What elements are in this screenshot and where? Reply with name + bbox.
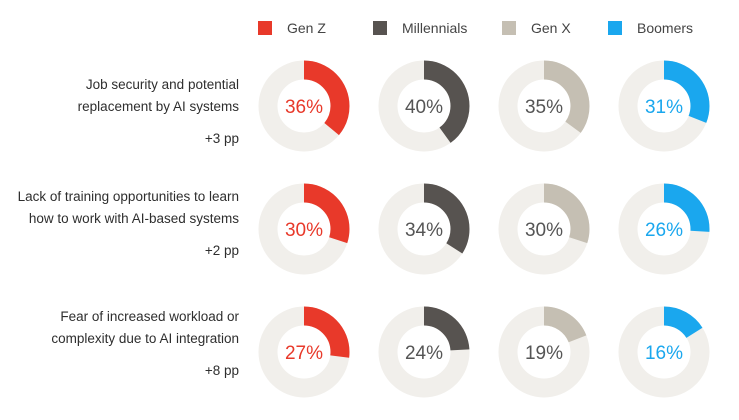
- row-pp-change: +8 pp: [204, 363, 239, 378]
- row-label-job-security: Job security and potential replacement b…: [0, 74, 239, 150]
- row-label-line1: Fear of increased workload or: [60, 309, 239, 324]
- donut-value-label: 19%: [525, 343, 563, 364]
- row-label-line2: complexity due to AI integration: [51, 331, 239, 346]
- donut-value-label: 26%: [645, 220, 683, 241]
- row-label-increased-workload: Fear of increased workload or complexity…: [0, 306, 239, 382]
- row-pp-change: +3 pp: [204, 131, 239, 146]
- donut-segment-gen-z: [258, 183, 350, 275]
- donut-segment-gen-z: [258, 60, 350, 152]
- donut-segment-millennials: [378, 60, 470, 152]
- legend-label-millennials: Millennials: [402, 20, 468, 36]
- donut-lack-of-training-boomers: 26%: [618, 183, 710, 275]
- donut-job-security-gen-x: 35%: [498, 60, 590, 152]
- donut-value-label: 30%: [525, 220, 563, 241]
- donut-job-security-millennials: 40%: [378, 60, 470, 152]
- donut-increased-workload-boomers: 16%: [618, 306, 710, 398]
- donut-value-label: 24%: [405, 343, 443, 364]
- donut-value-label: 35%: [525, 97, 563, 118]
- donut-value-label: 31%: [645, 97, 683, 118]
- donut-segment-millennials: [378, 183, 470, 275]
- donut-increased-workload-gen-z: 27%: [258, 306, 350, 398]
- donut-segment-boomers: [618, 60, 710, 152]
- row-label-line1: Lack of training opportunities to learn: [17, 189, 239, 204]
- legend-item-millennials: Millennials: [373, 16, 467, 40]
- donut-increased-workload-gen-x: 19%: [498, 306, 590, 398]
- donut-job-security-boomers: 31%: [618, 60, 710, 152]
- donut-segment-millennials: [378, 306, 470, 398]
- donut-value-label: 27%: [285, 343, 323, 364]
- donut-lack-of-training-millennials: 34%: [378, 183, 470, 275]
- legend-swatch-gen-x: [502, 21, 516, 35]
- legend-item-gen-x: Gen X: [502, 16, 571, 40]
- row-label-line2: how to work with AI-based systems: [28, 211, 239, 226]
- donut-value-label: 30%: [285, 220, 323, 241]
- legend-item-boomers: Boomers: [608, 16, 693, 40]
- donut-value-label: 16%: [645, 343, 683, 364]
- donut-increased-workload-millennials: 24%: [378, 306, 470, 398]
- row-label-lack-of-training: Lack of training opportunities to learn …: [0, 186, 239, 262]
- donut-segment-gen-x: [498, 60, 590, 152]
- row-label-line2: replacement by AI systems: [77, 99, 239, 114]
- legend-label-gen-z: Gen Z: [287, 20, 326, 36]
- donut-segment-boomers: [618, 183, 710, 275]
- donut-segment-gen-x: [498, 306, 590, 398]
- row-pp-change: +2 pp: [204, 243, 239, 258]
- legend-swatch-boomers: [608, 21, 622, 35]
- donut-job-security-gen-z: 36%: [258, 60, 350, 152]
- donut-lack-of-training-gen-x: 30%: [498, 183, 590, 275]
- legend-label-gen-x: Gen X: [531, 20, 571, 36]
- legend-item-gen-z: Gen Z: [258, 16, 326, 40]
- donut-segment-boomers: [618, 306, 710, 398]
- donut-segment-gen-x: [498, 183, 590, 275]
- legend: Gen Z Millennials Gen X Boomers: [0, 16, 739, 40]
- donut-value-label: 36%: [285, 97, 323, 118]
- row-label-line1: Job security and potential: [85, 77, 239, 92]
- donut-value-label: 34%: [405, 220, 443, 241]
- legend-swatch-gen-z: [258, 21, 272, 35]
- donut-value-label: 40%: [405, 97, 443, 118]
- legend-label-boomers: Boomers: [637, 20, 694, 36]
- donut-lack-of-training-gen-z: 30%: [258, 183, 350, 275]
- donut-segment-gen-z: [258, 306, 350, 398]
- legend-swatch-millennials: [373, 21, 387, 35]
